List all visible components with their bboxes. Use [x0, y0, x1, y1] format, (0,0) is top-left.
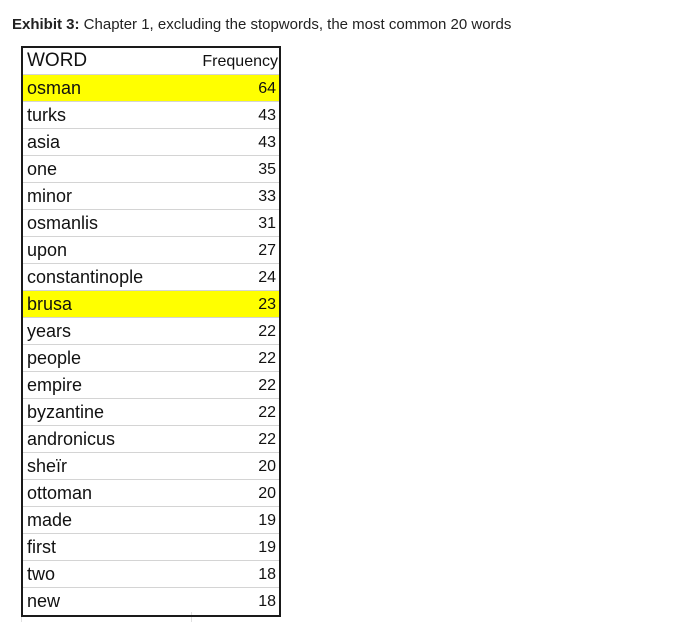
word-cell: upon: [27, 240, 68, 260]
table-row: years 22: [23, 318, 279, 345]
table-row: sheïr 20: [23, 453, 279, 480]
frequency-cell: 33: [258, 188, 276, 205]
table-row: first 19: [23, 534, 279, 561]
word-cell: ottoman: [27, 483, 93, 503]
table-row: osmanlis 31: [23, 210, 279, 237]
table-row: brusa 23: [23, 291, 279, 318]
word-cell: new: [27, 591, 61, 611]
table-row: made 19: [23, 507, 279, 534]
word-cell: constantinople: [27, 267, 144, 287]
table-row: constantinople 24: [23, 264, 279, 291]
grid-line-left: [21, 612, 22, 622]
exhibit-caption-text: Chapter 1, excluding the stopwords, the …: [79, 16, 512, 33]
frequency-cell: 35: [258, 161, 276, 178]
frequency-cell: 22: [258, 377, 276, 394]
word-cell: osmanlis: [27, 213, 99, 233]
table-row: osman 64: [23, 75, 279, 102]
word-cell: one: [27, 159, 58, 179]
frequency-cell: 31: [258, 215, 276, 232]
table-row: asia 43: [23, 129, 279, 156]
word-cell: turks: [27, 105, 67, 125]
frequency-cell: 22: [258, 323, 276, 340]
frequency-cell: 20: [258, 458, 276, 475]
frequency-cell: 22: [258, 350, 276, 367]
table-row: minor 33: [23, 183, 279, 210]
table-row: people 22: [23, 345, 279, 372]
word-cell: byzantine: [27, 402, 105, 422]
frequency-cell: 19: [258, 539, 276, 556]
table-row: ottoman 20: [23, 480, 279, 507]
word-column-header: WORD: [27, 50, 88, 71]
table-header-row: WORD Frequency: [23, 48, 279, 75]
table-row: empire 22: [23, 372, 279, 399]
frequency-cell: 43: [258, 107, 276, 124]
frequency-cell: 27: [258, 242, 276, 259]
table-row: new 18: [23, 588, 279, 615]
word-cell: people: [27, 348, 82, 368]
frequency-cell: 23: [258, 296, 276, 313]
word-cell: two: [27, 564, 56, 584]
word-cell: first: [27, 537, 56, 557]
frequency-cell: 64: [258, 80, 276, 97]
word-cell: asia: [27, 132, 61, 152]
word-cell: empire: [27, 375, 83, 395]
frequency-cell: 20: [258, 485, 276, 502]
word-cell: sheïr: [27, 456, 68, 476]
grid-line-mid: [191, 612, 192, 622]
frequency-cell: 43: [258, 134, 276, 151]
word-cell: made: [27, 510, 73, 530]
exhibit-caption-label: Exhibit 3:: [12, 16, 80, 33]
exhibit-caption: Exhibit 3: Chapter 1, excluding the stop…: [12, 15, 511, 35]
word-cell: years: [27, 321, 72, 341]
word-cell: osman: [27, 78, 82, 98]
frequency-cell: 24: [258, 269, 276, 286]
table-row: one 35: [23, 156, 279, 183]
word-cell: minor: [27, 186, 73, 206]
frequency-cell: 22: [258, 431, 276, 448]
word-cell: andronicus: [27, 429, 116, 449]
word-cell: brusa: [27, 294, 73, 314]
table-row: andronicus 22: [23, 426, 279, 453]
frequency-cell: 19: [258, 512, 276, 529]
frequency-column-header: Frequency: [202, 53, 278, 70]
frequency-cell: 18: [258, 593, 276, 610]
table-row: two 18: [23, 561, 279, 588]
table-row: upon 27: [23, 237, 279, 264]
table-row: byzantine 22: [23, 399, 279, 426]
frequency-cell: 22: [258, 404, 276, 421]
word-frequency-table: WORD Frequency osman 64 turks 43 asia 43 one 35…: [21, 46, 281, 617]
table-row: turks 43: [23, 102, 279, 129]
frequency-cell: 18: [258, 566, 276, 583]
